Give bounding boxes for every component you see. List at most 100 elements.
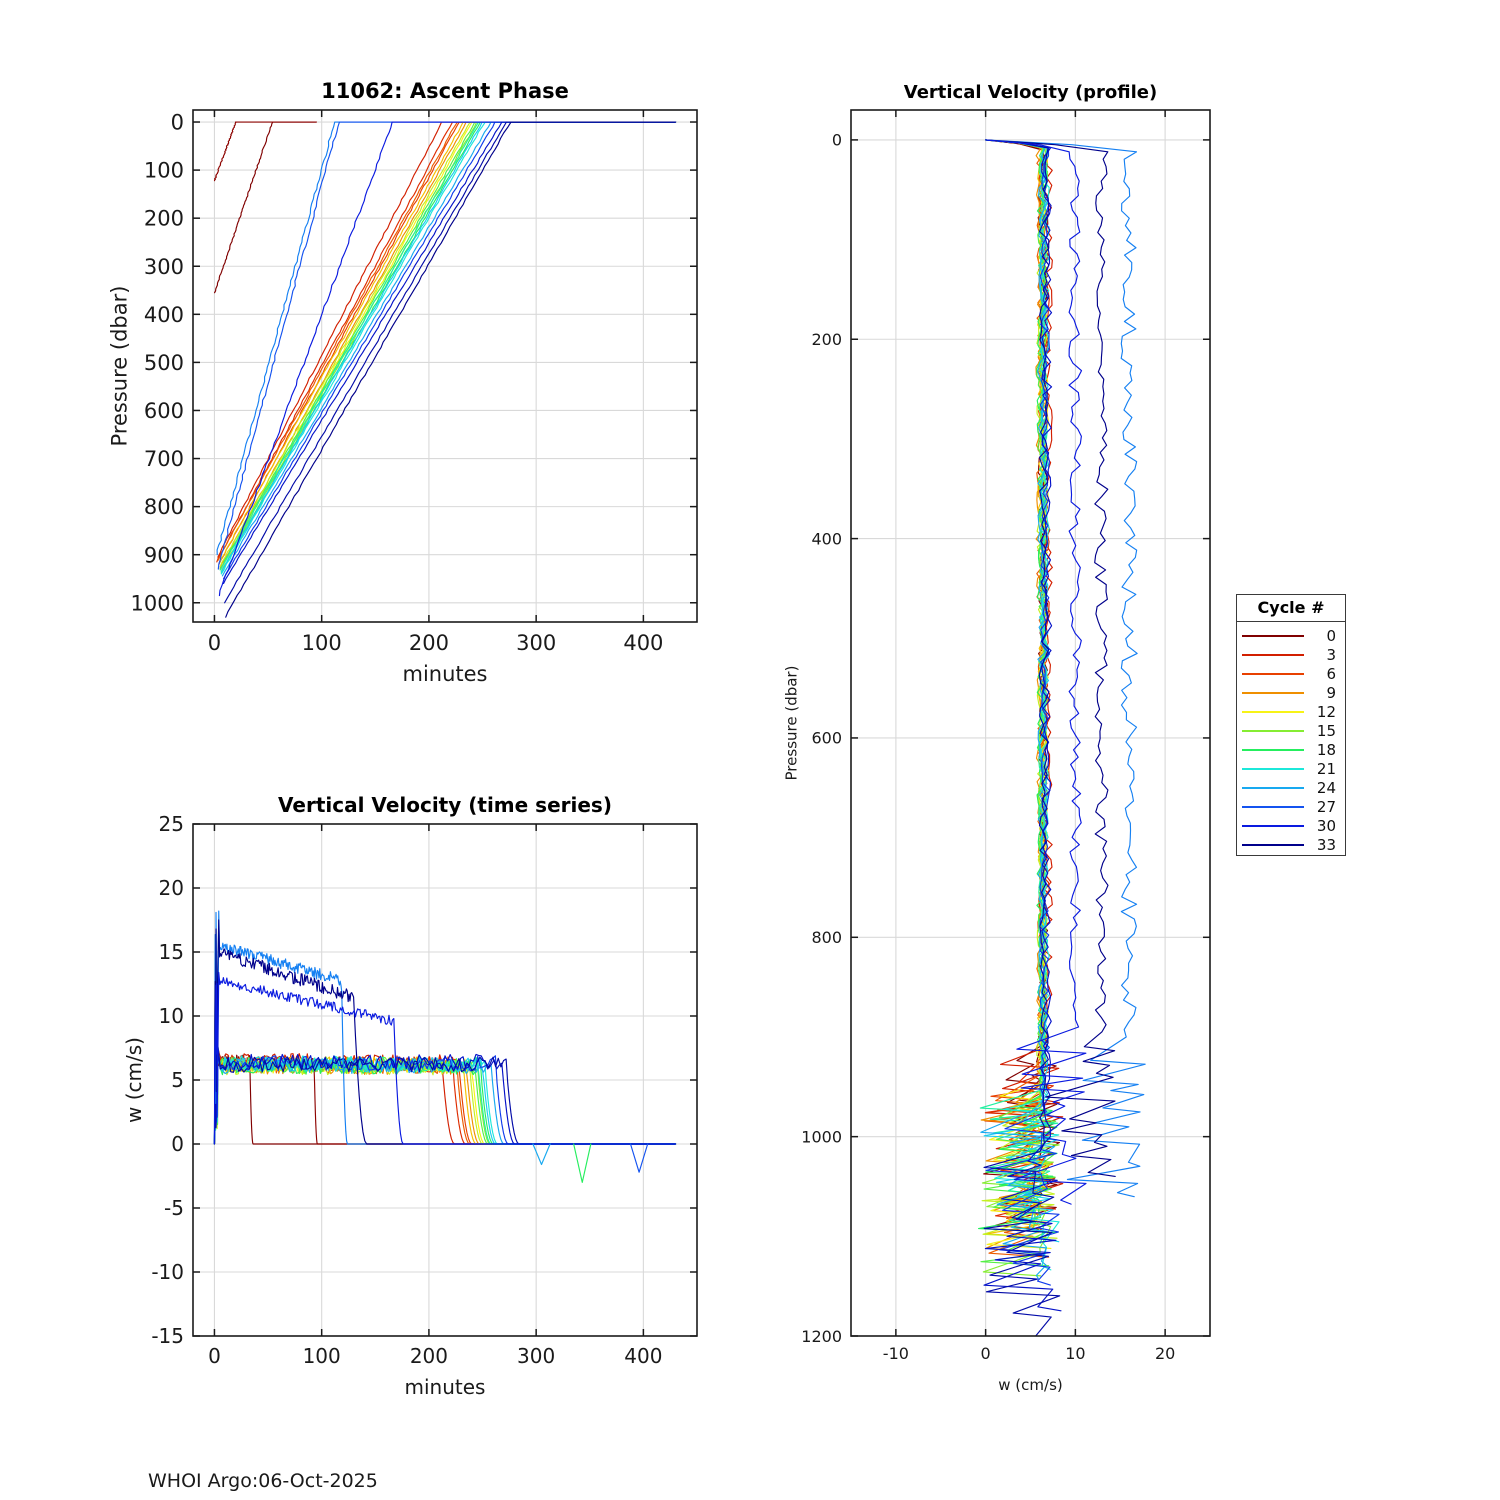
y-tick-label: 0 — [171, 1132, 184, 1156]
panel-title: Vertical Velocity (profile) — [904, 82, 1158, 103]
y-axis-label: Pressure (dbar) — [783, 666, 801, 781]
plot-area-ascent-phase — [213, 121, 677, 618]
y-tick-label: 25 — [159, 812, 184, 836]
series-line — [216, 121, 677, 556]
y-tick-label: 400 — [811, 529, 842, 548]
series-line — [222, 121, 677, 580]
series-line — [222, 121, 677, 585]
y-tick-label: 0 — [171, 111, 184, 135]
y-tick-label: 1200 — [801, 1327, 842, 1346]
x-tick-label: 400 — [623, 631, 663, 655]
x-tick-label: 10 — [1065, 1344, 1085, 1363]
series-line — [213, 1042, 677, 1145]
surface-dropout-spike — [573, 1143, 592, 1183]
panel-title: 11062: Ascent Phase — [321, 79, 569, 103]
series-line — [219, 121, 677, 570]
legend-item[interactable]: 6 — [1237, 664, 1345, 683]
legend-item-label: 3 — [1326, 645, 1336, 664]
legend-color-swatch — [1242, 843, 1304, 846]
legend-item-label: 9 — [1326, 683, 1336, 702]
x-tick-label: 200 — [409, 631, 449, 655]
legend-item[interactable]: 9 — [1237, 683, 1345, 702]
series-line — [225, 121, 677, 618]
y-tick-label: 600 — [144, 399, 184, 423]
y-tick-label: 900 — [144, 543, 184, 567]
surface-dropout-spike — [629, 1143, 649, 1173]
legend-color-swatch — [1242, 710, 1304, 713]
series-line — [985, 139, 1146, 1198]
legend-item-label: 21 — [1316, 759, 1336, 778]
legend-item-label: 33 — [1316, 835, 1336, 854]
series-line — [217, 121, 677, 562]
series-line — [985, 139, 1060, 1286]
legend-item[interactable]: 27 — [1237, 797, 1345, 816]
legend-color-swatch — [1242, 672, 1304, 675]
series-line — [984, 139, 1064, 1210]
x-tick-label: 400 — [624, 1344, 662, 1368]
series-line — [985, 139, 1116, 1178]
legend-item-label: 6 — [1326, 664, 1336, 683]
series-line — [219, 121, 677, 569]
series-line — [220, 121, 677, 575]
y-tick-label: 20 — [159, 876, 184, 900]
legend-item-label: 27 — [1316, 797, 1336, 816]
y-tick-label: 400 — [144, 303, 184, 327]
legend-item[interactable]: 15 — [1237, 721, 1345, 740]
series-line — [224, 121, 677, 604]
series-line — [214, 121, 317, 294]
legend-item-label: 15 — [1316, 721, 1336, 740]
panel-vertical-velocity-time-series: 0 100 200 300 400 -15 -10 -5 0 5 10 15 20 25 Vertical … — [122, 793, 698, 1399]
panel-ascent-phase: 0 100 200 300 400 0 100 200 300 400 500 600 700 800 90… — [108, 79, 698, 686]
x-tick-label: 300 — [517, 1344, 555, 1368]
y-tick-label: -15 — [151, 1324, 184, 1348]
series-line — [213, 121, 317, 182]
x-tick-label: 100 — [302, 631, 342, 655]
series-line — [213, 910, 677, 1145]
y-tick-label: 15 — [159, 940, 184, 964]
legend-item-label: 0 — [1326, 626, 1336, 645]
series-line — [985, 139, 1087, 1205]
series-line — [980, 139, 1055, 1280]
y-tick-label: 800 — [811, 928, 842, 947]
series-line — [213, 971, 677, 1145]
y-tick-label: 600 — [811, 729, 842, 748]
y-tick-label: 0 — [832, 131, 842, 150]
y-axis-label: Pressure (dbar) — [108, 286, 132, 447]
legend-color-swatch — [1242, 634, 1304, 637]
figure-footer: WHOI Argo:06-Oct-2025 — [148, 1470, 378, 1492]
legend-color-swatch — [1242, 729, 1304, 732]
y-tick-label: 800 — [144, 495, 184, 519]
y-tick-label: -10 — [151, 1260, 184, 1284]
series-line — [217, 121, 677, 570]
y-tick-label: 500 — [144, 351, 184, 375]
legend-item-label: 24 — [1316, 778, 1336, 797]
legend-color-swatch — [1242, 691, 1304, 694]
legend-item[interactable]: 0 — [1237, 626, 1345, 645]
series-line — [219, 121, 677, 571]
legend-color-swatch — [1242, 786, 1304, 789]
series-line — [220, 121, 677, 573]
legend-item[interactable]: 12 — [1237, 702, 1345, 721]
legend-item[interactable]: 21 — [1237, 759, 1345, 778]
series-line — [219, 121, 677, 568]
x-tick-label: 20 — [1155, 1344, 1175, 1363]
legend-item[interactable]: 30 — [1237, 816, 1345, 835]
series-line — [983, 139, 1061, 1336]
x-tick-label: -10 — [883, 1344, 909, 1363]
legend-color-swatch — [1242, 824, 1304, 827]
axis-frame — [192, 109, 698, 623]
series-line — [218, 121, 677, 565]
series-line — [217, 121, 677, 558]
legend-item[interactable]: 18 — [1237, 740, 1345, 759]
y-tick-label: 5 — [171, 1068, 184, 1092]
plot-area-vertical-velocity-time-series — [213, 910, 677, 1183]
cycle-legend: Cycle # 0 3 6 9 12 15 18 21 24 27 30 33 — [1236, 594, 1346, 856]
legend-item[interactable]: 3 — [1237, 645, 1345, 664]
x-axis-label: minutes — [405, 1375, 486, 1399]
legend-rows: 0 3 6 9 12 15 18 21 24 27 30 33 — [1237, 622, 1345, 854]
legend-item[interactable]: 24 — [1237, 778, 1345, 797]
series-line — [220, 121, 677, 573]
legend-item[interactable]: 33 — [1237, 835, 1345, 854]
